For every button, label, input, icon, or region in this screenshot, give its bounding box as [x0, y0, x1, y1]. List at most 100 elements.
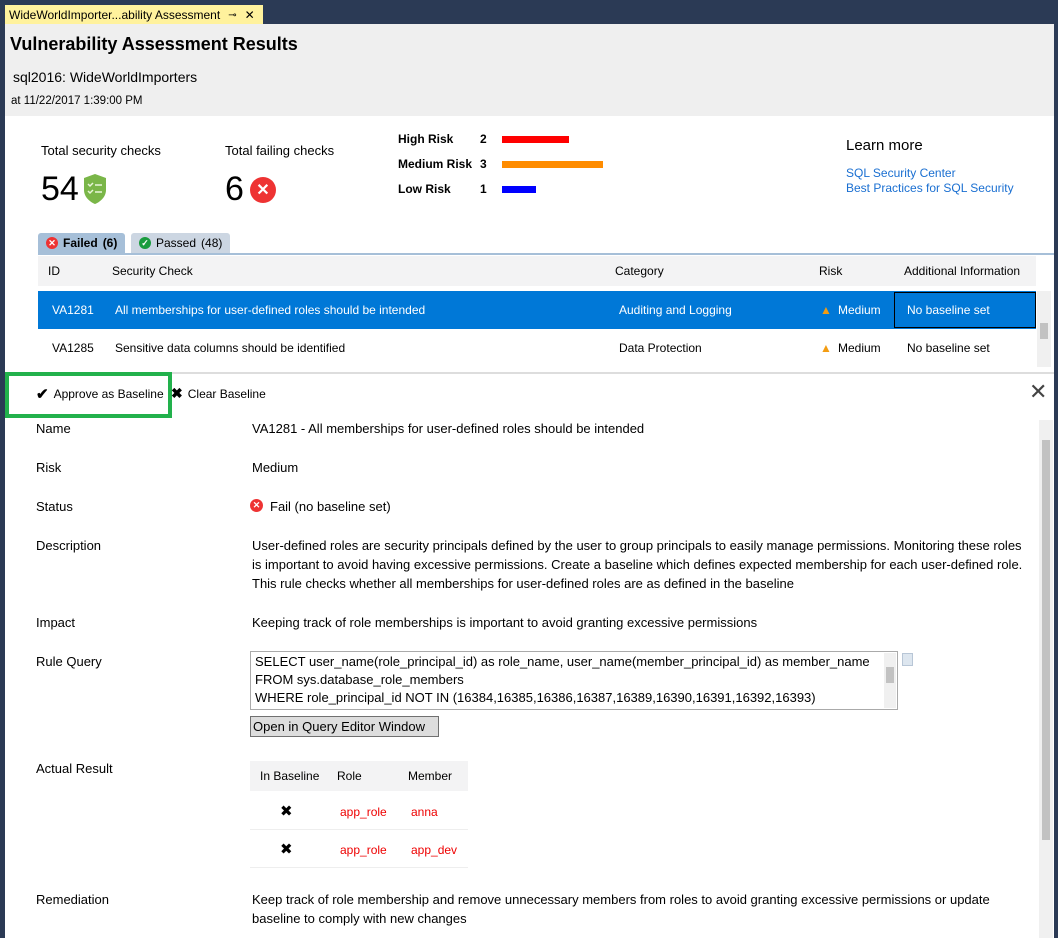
- clear-baseline-button[interactable]: ✖ Clear Baseline: [171, 385, 266, 402]
- risk-label: Risk: [36, 460, 62, 475]
- remediation-value: Keep track of role membership and remove…: [252, 892, 990, 926]
- col-security-check[interactable]: Security Check: [112, 264, 193, 278]
- error-icon: ✕: [46, 237, 58, 249]
- tab-failed[interactable]: ✕ Failed (6): [38, 233, 126, 253]
- query-line: FROM sys.database_role_members: [255, 672, 464, 687]
- table-header: ID Security Check Category Risk Addition…: [38, 256, 1036, 286]
- col-risk[interactable]: Risk: [819, 264, 843, 278]
- tab-failed-count: (6): [102, 236, 118, 250]
- shield-check-icon: [84, 174, 106, 204]
- sql-security-center-link[interactable]: SQL Security Center: [846, 166, 956, 180]
- result-role: app_role: [340, 805, 387, 819]
- row-category: Data Protection: [619, 341, 702, 355]
- col-member: Member: [408, 769, 453, 783]
- copy-icon[interactable]: [902, 653, 913, 666]
- tab-failed-label: Failed: [63, 236, 98, 250]
- actual-result-label: Actual Result: [36, 761, 113, 776]
- risk-label: Low Risk: [398, 182, 451, 196]
- result-member: app_dev: [411, 843, 458, 857]
- description-value: User-defined roles are security principa…: [252, 538, 1023, 591]
- best-practices-link[interactable]: Best Practices for SQL Security: [846, 181, 1014, 195]
- failing-checks-label: Total failing checks: [225, 143, 335, 158]
- name-value: VA1281 - All memberships for user-define…: [252, 421, 645, 436]
- warning-icon: ▲: [820, 303, 832, 317]
- total-checks-value: 54: [41, 170, 79, 208]
- row-id: VA1281: [52, 303, 94, 317]
- details-scrollbar[interactable]: [1039, 420, 1053, 938]
- tab-passed-count: (48): [201, 236, 223, 250]
- total-checks-label: Total security checks: [41, 143, 161, 158]
- header: Vulnerability Assessment Results sql2016…: [5, 24, 1054, 116]
- risk-label: Medium Risk: [398, 157, 473, 171]
- result-row: ✖ app_role anna: [250, 792, 468, 830]
- row-check: All memberships for user-defined roles s…: [115, 303, 426, 317]
- result-table-header: In Baseline Role Member: [250, 761, 468, 791]
- approve-highlight: [5, 372, 172, 418]
- row-category: Auditing and Logging: [619, 303, 732, 317]
- impact-label: Impact: [36, 615, 76, 630]
- row-risk: Medium: [838, 303, 881, 317]
- rule-query-textbox[interactable]: SELECT user_name(role_principal_id) as r…: [250, 651, 898, 710]
- clear-label: Clear Baseline: [187, 386, 266, 401]
- server-database: sql2016: WideWorldImporters: [13, 69, 198, 85]
- not-in-baseline-icon: ✖: [280, 841, 293, 858]
- impact-value: Keeping track of role memberships is imp…: [252, 615, 758, 630]
- status-label: Status: [36, 499, 73, 514]
- col-in-baseline: In Baseline: [260, 769, 320, 783]
- table-row[interactable]: VA1281 All memberships for user-defined …: [38, 291, 1036, 329]
- name-label: Name: [36, 421, 71, 436]
- col-role: Role: [337, 769, 362, 783]
- row-risk: Medium: [838, 341, 881, 355]
- row-info: No baseline set: [894, 292, 1036, 328]
- query-line: SELECT user_name(role_principal_id) as r…: [255, 654, 870, 669]
- open-query-editor-button[interactable]: Open in Query Editor Window: [250, 716, 439, 737]
- splitter[interactable]: [5, 372, 1054, 374]
- description-label: Description: [36, 538, 102, 553]
- col-category[interactable]: Category: [615, 264, 664, 278]
- learn-more-heading: Learn more: [846, 137, 923, 154]
- query-line: WHERE role_principal_id NOT IN (16384,16…: [255, 690, 816, 705]
- row-check: Sensitive data columns should be identif…: [115, 341, 346, 355]
- risk-label: High Risk: [398, 132, 454, 146]
- risk-value: Medium: [252, 460, 299, 475]
- assessment-panel: Vulnerability Assessment Results sql2016…: [5, 24, 1054, 938]
- remediation-label: Remediation: [36, 892, 109, 907]
- tab-passed-label: Passed: [156, 236, 197, 250]
- pin-icon[interactable]: ⊸: [228, 9, 237, 21]
- result-member: anna: [411, 805, 438, 819]
- table-scrollbar[interactable]: [1037, 291, 1051, 367]
- scan-timestamp: at 11/22/2017 1:39:00 PM: [11, 95, 143, 107]
- row-id: VA1285: [52, 341, 94, 355]
- table-row[interactable]: VA1285 Sensitive data columns should be …: [38, 329, 1036, 367]
- risk-bar: [502, 136, 569, 143]
- error-icon: ✕: [250, 499, 263, 512]
- query-scrollbar[interactable]: [884, 653, 896, 708]
- col-additional-info[interactable]: Additional Information: [904, 264, 1021, 278]
- failing-checks-value: 6: [225, 170, 244, 208]
- warning-icon: ▲: [820, 341, 832, 355]
- status-value: Fail (no baseline set): [270, 499, 391, 514]
- tab-title: WideWorldImporter...ability Assessment: [9, 8, 221, 22]
- tab-divider: [38, 253, 1054, 255]
- approve-baseline-button[interactable]: ✔ Approve as Baseline: [36, 385, 164, 403]
- risk-bar: [502, 161, 603, 168]
- risk-count: 3: [480, 157, 487, 171]
- x-icon: ✖: [171, 385, 183, 401]
- checkmark-icon: ✔: [36, 386, 49, 403]
- risk-count: 1: [480, 182, 487, 196]
- risk-bar: [502, 186, 536, 193]
- tab-passed[interactable]: ✓ Passed (48): [131, 233, 231, 253]
- page-title: Vulnerability Assessment Results: [10, 34, 298, 54]
- check-icon: ✓: [139, 237, 151, 249]
- close-details-icon[interactable]: ✕: [1029, 379, 1048, 404]
- error-icon: ✕: [250, 177, 276, 203]
- approve-label: Approve as Baseline: [53, 387, 164, 401]
- col-id[interactable]: ID: [48, 264, 60, 278]
- close-tab-icon[interactable]: ✕: [244, 8, 255, 22]
- risk-count: 2: [480, 132, 487, 146]
- result-role: app_role: [340, 843, 387, 857]
- document-tab[interactable]: WideWorldImporter...ability Assessment ⊸…: [5, 5, 263, 25]
- not-in-baseline-icon: ✖: [280, 803, 293, 820]
- rule-query-label: Rule Query: [36, 654, 102, 669]
- result-row: ✖ app_role app_dev: [250, 830, 468, 868]
